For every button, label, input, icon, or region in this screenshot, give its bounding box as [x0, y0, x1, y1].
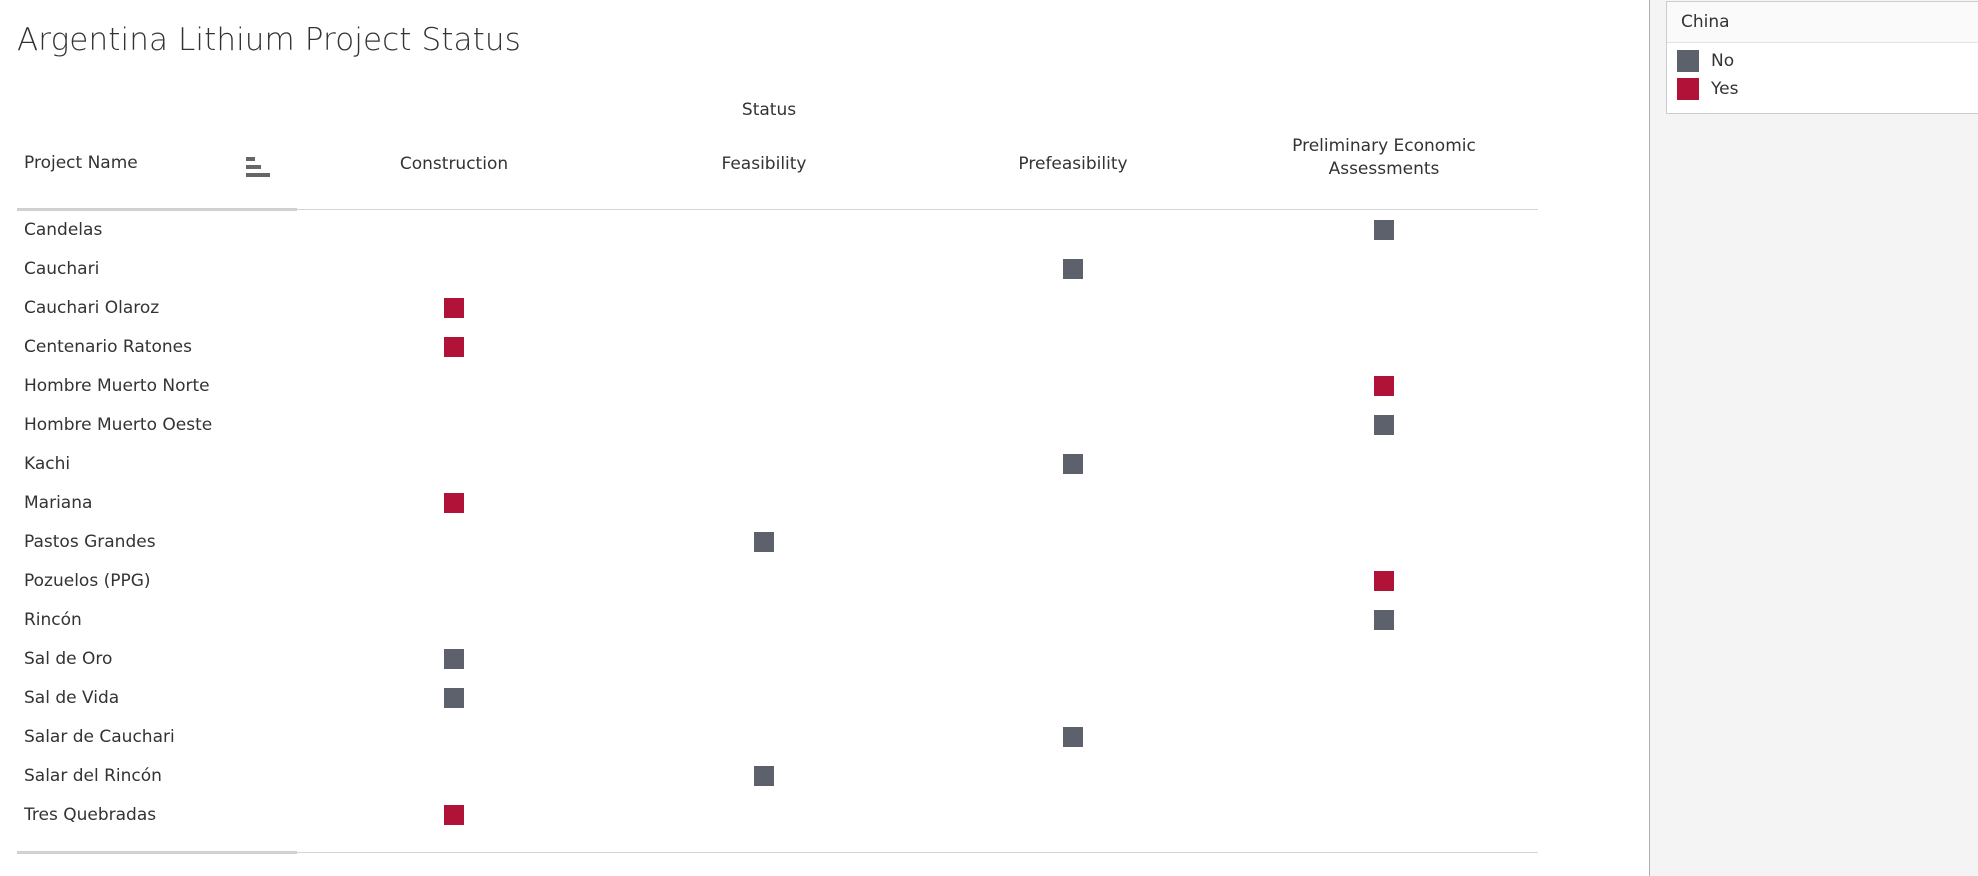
matrix-row: Sal de Vida	[0, 678, 1649, 717]
row-label-project-name[interactable]: Pastos Grandes	[24, 531, 156, 552]
cell-marker[interactable]	[1374, 375, 1394, 396]
cell-marker[interactable]	[1374, 219, 1394, 240]
matrix-row: Centenario Ratones	[0, 327, 1649, 366]
matrix-row: Pozuelos (PPG)	[0, 561, 1649, 600]
column-header-preliminary-economic-assessments[interactable]: Preliminary Economic Assessments	[1292, 136, 1476, 179]
cell-marker[interactable]	[444, 336, 464, 357]
matrix-row: Kachi	[0, 444, 1649, 483]
visualization-panel: Argentina Lithium Project Status Status …	[0, 22, 1649, 854]
cell-marker[interactable]	[1374, 414, 1394, 435]
matrix-row: Salar del Rincón	[0, 756, 1649, 795]
row-label-project-name[interactable]: Hombre Muerto Oeste	[24, 414, 213, 435]
row-label-project-name[interactable]: Mariana	[24, 492, 93, 513]
row-label-project-name[interactable]: Sal de Oro	[24, 648, 113, 669]
legend-label: Yes	[1711, 79, 1739, 99]
cell-marker[interactable]	[754, 531, 774, 552]
row-label-project-name[interactable]: Salar del Rincón	[24, 765, 162, 786]
matrix-row: Cauchari	[0, 249, 1649, 288]
matrix-body: Candelas Cauchari Cauchari Olaroz Centenari…	[0, 210, 1649, 852]
sort-bar-short	[246, 157, 255, 161]
legend-swatch-yes	[1677, 78, 1699, 100]
matrix-row: Hombre Muerto Norte	[0, 366, 1649, 405]
row-label-project-name[interactable]: Sal de Vida	[24, 687, 120, 708]
legend-label: No	[1711, 51, 1735, 71]
column-header-row: Construction Feasibility Prefeasibility Pre…	[0, 136, 1649, 208]
matrix-row: Cauchari Olaroz	[0, 288, 1649, 327]
cell-marker[interactable]	[444, 297, 464, 318]
matrix-row: Hombre Muerto Oeste	[0, 405, 1649, 444]
row-header-project-name: Project Name	[24, 153, 138, 173]
cell-marker[interactable]	[754, 765, 774, 786]
cell-marker[interactable]	[1063, 258, 1083, 279]
cell-marker[interactable]	[444, 804, 464, 825]
sort-bar-long	[246, 173, 270, 177]
cell-marker[interactable]	[444, 687, 464, 708]
cell-marker[interactable]	[444, 492, 464, 513]
right-rail: China No Yes	[1649, 0, 1978, 876]
column-header-construction[interactable]: Construction	[399, 154, 509, 174]
row-label-project-name[interactable]: Cauchari Olaroz	[24, 297, 160, 318]
column-group-header-status: Status	[741, 100, 797, 120]
matrix-row: Rincón	[0, 600, 1649, 639]
row-label-project-name[interactable]: Hombre Muerto Norte	[24, 375, 210, 396]
cell-marker[interactable]	[1374, 570, 1394, 591]
matrix-row: Mariana	[0, 483, 1649, 522]
cell-marker[interactable]	[1063, 726, 1083, 747]
header-rule	[17, 209, 1538, 210]
matrix-row: Salar de Cauchari	[0, 717, 1649, 756]
row-label-project-name[interactable]: Salar de Cauchari	[24, 726, 175, 747]
matrix-row: Pastos Grandes	[0, 522, 1649, 561]
row-label-project-name[interactable]: Candelas	[24, 219, 103, 240]
cell-marker[interactable]	[1063, 453, 1083, 474]
matrix-row: Tres Quebradas	[0, 795, 1649, 834]
page-title: Argentina Lithium Project Status	[17, 22, 521, 58]
footer-rule	[17, 852, 1538, 853]
matrix-row: Sal de Oro	[0, 639, 1649, 678]
cell-marker[interactable]	[1374, 609, 1394, 630]
matrix-row: Candelas	[0, 210, 1649, 249]
row-label-project-name[interactable]: Pozuelos (PPG)	[24, 570, 151, 591]
row-label-project-name[interactable]: Rincón	[24, 609, 82, 630]
row-label-project-name[interactable]: Kachi	[24, 453, 71, 474]
legend-items: No Yes	[1667, 43, 1978, 113]
column-header-feasibility[interactable]: Feasibility	[721, 154, 807, 174]
legend-item-no[interactable]: No	[1667, 47, 1978, 75]
sort-ascending-icon[interactable]	[232, 154, 270, 178]
legend-swatch-no	[1677, 50, 1699, 72]
legend-china: China No Yes	[1666, 1, 1978, 114]
row-label-project-name[interactable]: Tres Quebradas	[24, 804, 157, 825]
legend-title: China	[1667, 2, 1978, 43]
column-header-prefeasibility[interactable]: Prefeasibility	[1018, 154, 1128, 174]
legend-item-yes[interactable]: Yes	[1667, 75, 1978, 103]
sort-bar-medium	[246, 165, 261, 169]
cell-marker[interactable]	[444, 648, 464, 669]
row-label-project-name[interactable]: Centenario Ratones	[24, 336, 192, 357]
row-label-project-name[interactable]: Cauchari	[24, 258, 100, 279]
